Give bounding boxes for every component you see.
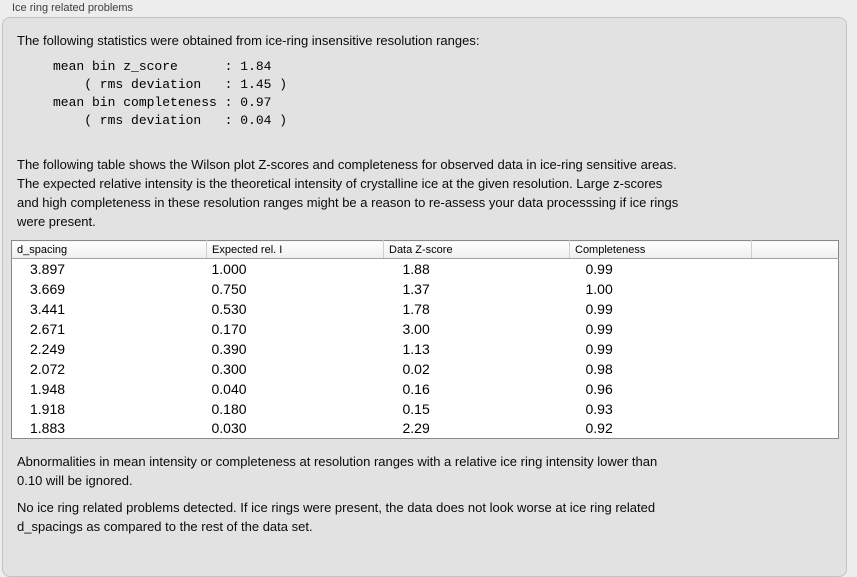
table-cell: 3.00 <box>402 320 430 337</box>
table-cell: 2.29 <box>402 420 430 437</box>
ice-ring-group-box: The following statistics were obtained f… <box>2 17 847 577</box>
table-cell: 3.441 <box>30 300 66 317</box>
table-body: 3.897 1.000 1.88 0.99 3.669 0.750 1.37 1.00 3.44… <box>12 259 839 439</box>
table-cell: 0.96 <box>585 380 613 397</box>
ignore-note-text: Abnormalities in mean intensity or compl… <box>17 454 658 488</box>
table-cell: 0.040 <box>211 380 247 397</box>
table-cell: 1.000 <box>211 260 247 277</box>
table-cell: 2.072 <box>30 360 66 377</box>
table-row[interactable]: 3.441 0.530 1.78 0.99 <box>12 299 839 319</box>
intro-text: The following statistics were obtained f… <box>17 33 480 48</box>
table-cell-filler <box>752 419 839 439</box>
table-cell: 1.88 <box>402 260 430 277</box>
table-cell-filler <box>752 299 839 319</box>
table-cell: 0.15 <box>402 400 430 417</box>
resolution-table[interactable]: d_spacing Expected rel. I Data Z-score C… <box>11 240 839 439</box>
table-cell: 1.37 <box>402 280 430 297</box>
conclusion-text: No ice ring related problems detected. I… <box>17 500 656 534</box>
table-header-row: d_spacing Expected rel. I Data Z-score C… <box>11 240 839 259</box>
stats-block: mean bin z_score : 1.84 ( rms deviation … <box>53 59 288 128</box>
table-cell-filler <box>752 319 839 339</box>
table-cell: 0.300 <box>211 360 247 377</box>
resolution-table-container: d_spacing Expected rel. I Data Z-score C… <box>11 240 839 439</box>
table-cell: 1.00 <box>585 280 613 297</box>
table-cell: 1.948 <box>30 380 66 397</box>
table-cell-filler <box>752 379 839 399</box>
table-cell-filler <box>752 259 839 279</box>
column-header-d-spacing[interactable]: d_spacing <box>11 240 207 259</box>
column-header-completeness[interactable]: Completeness <box>569 240 752 259</box>
table-row[interactable]: 3.669 0.750 1.37 1.00 <box>12 279 839 299</box>
table-row[interactable]: 1.948 0.040 0.16 0.96 <box>12 379 839 399</box>
column-header-empty[interactable] <box>751 240 839 259</box>
table-row[interactable]: 1.918 0.180 0.15 0.93 <box>12 399 839 419</box>
table-row[interactable]: 2.671 0.170 3.00 0.99 <box>12 319 839 339</box>
table-cell: 1.13 <box>402 340 430 357</box>
table-cell-filler <box>752 359 839 379</box>
table-cell-filler <box>752 339 839 359</box>
table-cell: 0.180 <box>211 400 247 417</box>
table-row[interactable]: 2.249 0.390 1.13 0.99 <box>12 339 839 359</box>
table-cell: 2.249 <box>30 340 66 357</box>
table-cell: 3.897 <box>30 260 66 277</box>
table-cell: 1.918 <box>30 400 66 417</box>
table-cell: 0.92 <box>585 420 613 437</box>
table-cell: 2.671 <box>30 320 66 337</box>
table-cell: 0.390 <box>211 340 247 357</box>
table-cell: 0.99 <box>585 340 613 357</box>
table-row[interactable]: 2.072 0.300 0.02 0.98 <box>12 359 839 379</box>
panel-title: Ice ring related problems <box>12 2 134 14</box>
table-description: The following table shows the Wilson plo… <box>17 157 679 229</box>
table-row[interactable]: 3.897 1.000 1.88 0.99 <box>12 259 839 279</box>
table-cell: 0.98 <box>585 360 613 377</box>
column-header-data-z-score[interactable]: Data Z-score <box>383 240 570 259</box>
table-cell: 0.99 <box>585 300 613 317</box>
table-cell: 3.669 <box>30 280 66 297</box>
table-cell: 0.16 <box>402 380 430 397</box>
column-header-expected-rel-i[interactable]: Expected rel. I <box>206 240 384 259</box>
table-cell: 0.170 <box>211 320 247 337</box>
table-cell: 1.883 <box>30 420 66 437</box>
table-cell: 0.030 <box>211 420 247 437</box>
table-cell: 0.750 <box>211 280 247 297</box>
table-cell: 0.93 <box>585 400 613 417</box>
table-cell: 0.99 <box>585 260 613 277</box>
table-cell: 1.78 <box>402 300 430 317</box>
table-cell-filler <box>752 399 839 419</box>
table-cell: 0.02 <box>402 360 430 377</box>
table-cell: 0.530 <box>211 300 247 317</box>
table-row[interactable]: 1.883 0.030 2.29 0.92 <box>12 419 839 439</box>
table-cell: 0.99 <box>585 320 613 337</box>
table-cell-filler <box>752 279 839 299</box>
